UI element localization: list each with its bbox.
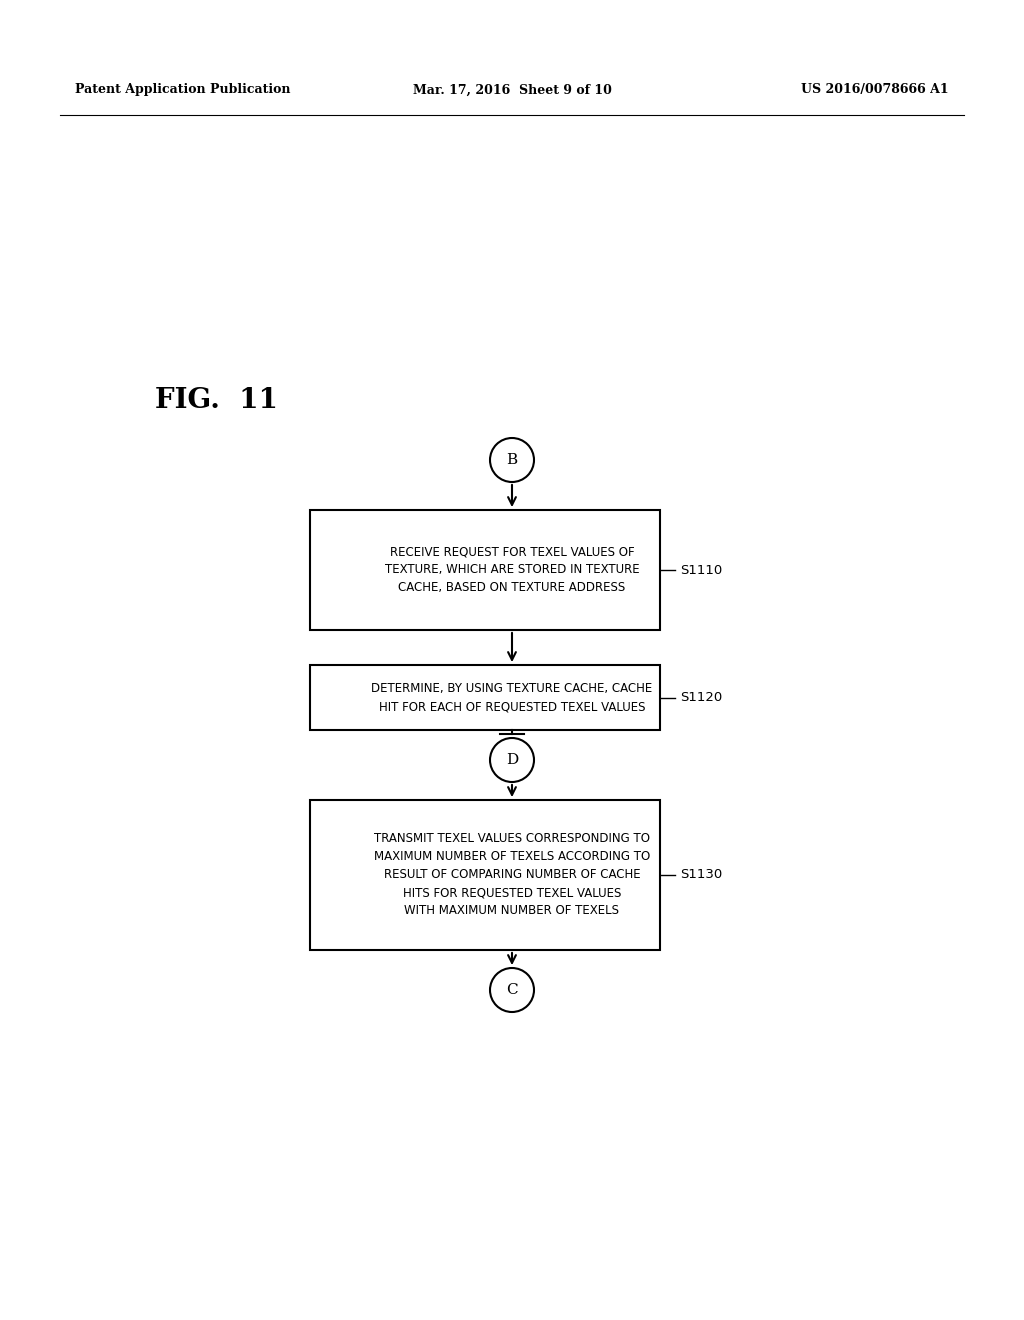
Text: DETERMINE, BY USING TEXTURE CACHE, CACHE
HIT FOR EACH OF REQUESTED TEXEL VALUES: DETERMINE, BY USING TEXTURE CACHE, CACHE… (372, 682, 652, 713)
Bar (310, 510, 660, 630)
Text: S1120: S1120 (680, 690, 722, 704)
Bar (310, 800, 660, 950)
Text: C: C (506, 983, 518, 997)
Text: S1110: S1110 (680, 564, 722, 577)
Text: FIG.  11: FIG. 11 (155, 387, 278, 413)
Text: US 2016/0078666 A1: US 2016/0078666 A1 (802, 83, 949, 96)
Text: TRANSMIT TEXEL VALUES CORRESPONDING TO
MAXIMUM NUMBER OF TEXELS ACCORDING TO
RES: TRANSMIT TEXEL VALUES CORRESPONDING TO M… (374, 833, 650, 917)
Text: Patent Application Publication: Patent Application Publication (75, 83, 291, 96)
Text: RECEIVE REQUEST FOR TEXEL VALUES OF
TEXTURE, WHICH ARE STORED IN TEXTURE
CACHE, : RECEIVE REQUEST FOR TEXEL VALUES OF TEXT… (385, 545, 639, 594)
Text: B: B (507, 453, 517, 467)
Bar (310, 665, 660, 730)
Text: Mar. 17, 2016  Sheet 9 of 10: Mar. 17, 2016 Sheet 9 of 10 (413, 83, 611, 96)
Text: D: D (506, 752, 518, 767)
Text: S1130: S1130 (680, 869, 722, 882)
